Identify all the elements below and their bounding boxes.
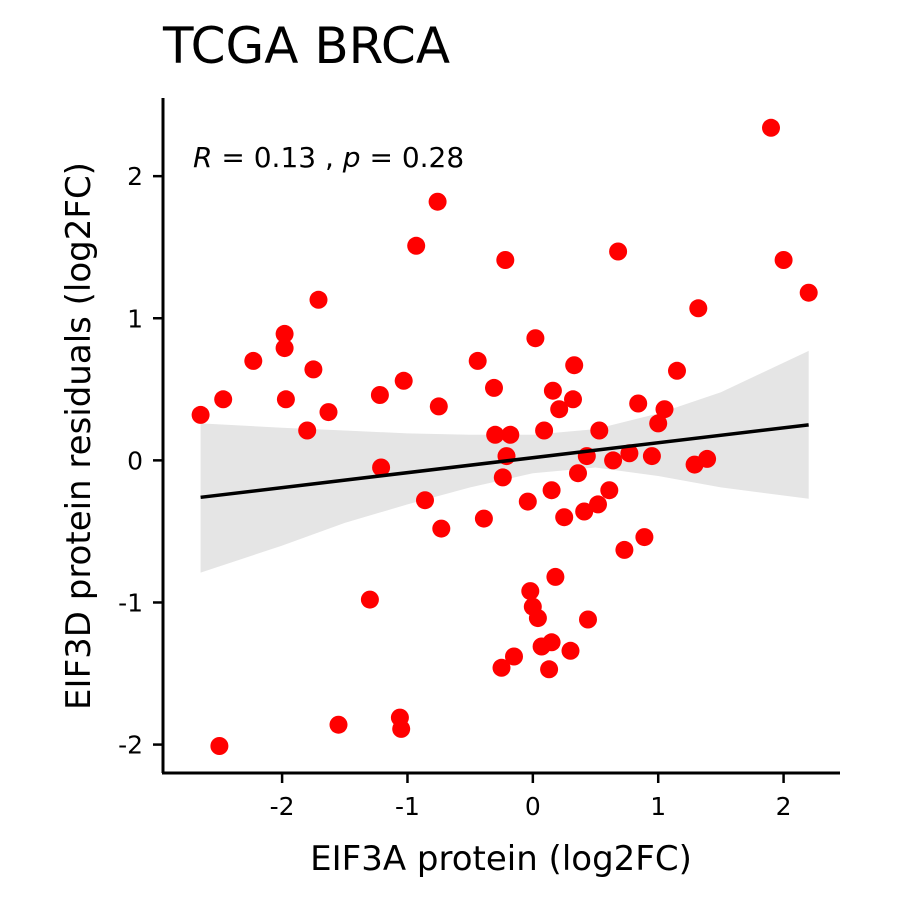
data-point [304,360,323,379]
data-point [486,425,505,444]
points-layer [191,118,818,755]
data-point [407,236,426,255]
data-point [360,590,379,609]
data-point [762,118,780,137]
x-tick-label: 2 [776,792,792,821]
data-point [521,582,540,601]
stat-separator: , [316,141,343,174]
x-axis-title: EIF3A protein (log2FC) [310,839,692,879]
data-point [629,394,648,413]
data-point [689,299,708,318]
data-point [615,540,634,559]
data-point [569,464,587,483]
y-tick-label: 0 [127,446,143,475]
data-point [555,508,574,527]
data-point [429,397,448,416]
data-point [416,491,434,510]
data-point [604,451,623,470]
data-point [543,381,562,400]
data-point [542,481,561,500]
data-point [550,400,569,419]
data-point [668,361,686,380]
data-point [428,192,447,211]
data-point [214,390,233,409]
data-point [589,495,607,514]
data-point [609,242,628,261]
data-point [309,290,328,309]
data-point [575,502,594,521]
x-ticks-layer: -2 -1 0 1 2 [270,773,792,821]
r-equals: = [212,141,253,174]
data-point [275,324,294,343]
p-equals: = [361,141,402,174]
data-point [505,647,523,666]
y-tick-label: 2 [127,162,143,191]
data-point [432,519,451,538]
r-label: R [193,141,212,174]
data-point [561,641,580,660]
data-point [600,481,619,500]
chart-title: TCGA BRCA [162,17,450,75]
data-point [518,492,537,511]
data-point [546,567,565,586]
data-point [799,283,818,302]
data-point [394,371,413,390]
p-value: 0.28 [402,141,464,174]
data-point [496,251,515,269]
regression-line-layer [200,423,809,500]
data-point [329,715,348,734]
data-point [535,421,554,440]
data-point [620,444,639,463]
data-point [319,403,338,422]
data-point [392,719,411,738]
data-point [372,458,391,477]
x-tick-label: 0 [525,792,541,821]
data-point [298,421,317,440]
data-point [370,386,389,404]
p-label: p [342,141,361,174]
data-point [492,658,511,677]
data-point [485,378,503,397]
data-point [564,390,582,409]
data-point [542,633,561,652]
axes-layer [161,98,840,775]
data-point [526,329,545,348]
y-axis-title: EIF3D protein residuals (log2FC) [59,162,99,710]
x-tick-label: -1 [395,792,420,821]
data-point [540,660,559,679]
data-point [774,251,793,269]
y-tick-label: -1 [118,588,143,617]
data-point [655,400,674,419]
data-point [474,509,493,528]
data-point [244,351,263,370]
data-point [528,609,547,628]
x-tick-label: 1 [650,792,666,821]
x-tick-label: -2 [270,792,295,821]
data-point [493,468,512,487]
data-point [635,528,654,547]
data-point [565,356,584,375]
data-point [210,737,229,755]
data-point [590,421,609,440]
data-point [649,414,668,433]
y-tick-label: 1 [127,304,143,333]
y-ticks-layer: -2 -1 0 1 2 [118,162,163,760]
data-point [698,449,717,468]
regression-line [200,423,809,500]
data-point [275,339,294,358]
correlation-annotation: R = 0.13 , p = 0.28 [193,141,464,174]
y-tick-label: -2 [118,731,143,760]
data-point [579,610,597,629]
data-point [642,447,661,466]
data-point [191,405,210,424]
data-point [501,425,520,444]
r-value: 0.13 [254,141,316,174]
data-point [468,351,487,370]
data-point [276,390,295,409]
